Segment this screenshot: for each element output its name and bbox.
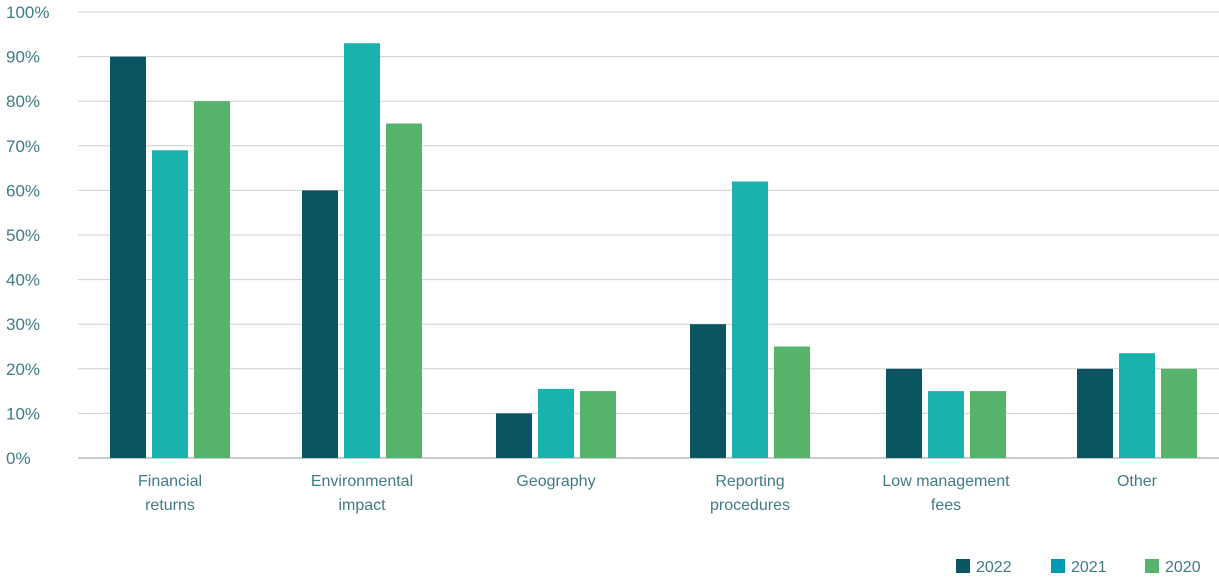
bar: [732, 181, 768, 459]
bar: [690, 324, 726, 458]
legend-item: 2022: [956, 559, 1012, 576]
x-tick-label: Geography: [516, 473, 595, 490]
x-tick-label-line: Low management: [882, 473, 1010, 490]
x-tick-label-line: impact: [338, 497, 386, 514]
x-tick-label: Other: [1117, 473, 1158, 490]
y-tick-label: 100%: [6, 3, 49, 22]
legend-swatch: [956, 559, 970, 573]
x-tick-label-line: returns: [145, 497, 195, 514]
bar: [580, 391, 616, 458]
legend-label: 2020: [1165, 559, 1201, 576]
bar: [386, 123, 422, 458]
y-tick-label: 30%: [6, 315, 40, 334]
bar: [496, 413, 532, 458]
bar-group: [302, 43, 422, 458]
y-tick-label: 50%: [6, 226, 40, 245]
legend-item: 2021: [1051, 559, 1107, 576]
y-tick-label: 40%: [6, 271, 40, 290]
y-tick-label: 20%: [6, 360, 40, 379]
x-tick-label-line: Reporting: [715, 473, 784, 490]
bar-group: [1077, 353, 1197, 458]
bar: [194, 101, 230, 458]
bar-group: [496, 388, 616, 458]
legend-label: 2021: [1071, 559, 1107, 576]
bar: [1161, 368, 1197, 458]
x-tick-label-line: procedures: [710, 497, 790, 514]
x-tick-label: Financial returns: [138, 473, 202, 514]
y-tick-label: 10%: [6, 404, 40, 423]
bar: [886, 368, 922, 458]
x-tick-label: Environmental impact: [311, 473, 413, 514]
bar: [302, 190, 338, 458]
x-tick-label: Low management fees: [882, 473, 1010, 514]
x-tick-label-line: Financial: [138, 473, 202, 490]
bar: [344, 43, 380, 458]
x-tick-label-line: Other: [1117, 473, 1158, 490]
legend-item: 2020: [1145, 559, 1201, 576]
gridlines: [78, 11, 1219, 459]
bar: [1119, 353, 1155, 458]
bar: [538, 388, 574, 458]
x-tick-label-line: Geography: [516, 473, 595, 490]
bars: [110, 43, 1197, 459]
legend-swatch: [1145, 559, 1159, 573]
y-tick-label: 0%: [6, 449, 31, 468]
bar: [970, 391, 1006, 458]
y-tick-label: 60%: [6, 181, 40, 200]
x-tick-label: Reporting procedures: [710, 473, 790, 514]
y-axis-tick-labels: 0% 10% 20% 30% 40% 50% 60% 70% 80% 90% 100%: [6, 3, 49, 468]
bar-group: [110, 56, 230, 458]
legend-swatch: [1051, 559, 1065, 573]
x-tick-label-line: Environmental: [311, 473, 413, 490]
bar: [774, 346, 810, 458]
bar: [110, 56, 146, 458]
y-tick-label: 70%: [6, 137, 40, 156]
y-tick-label: 90%: [6, 48, 40, 67]
bar: [152, 150, 188, 458]
legend-label: 2022: [976, 559, 1012, 576]
bar-group: [886, 368, 1006, 458]
bar: [928, 391, 964, 458]
legend: 2022 2021 2020: [956, 559, 1201, 576]
bar: [1077, 368, 1113, 458]
x-axis-category-labels: Financial returns Environmental impact Geogr…: [138, 473, 1158, 514]
y-tick-label: 80%: [6, 92, 40, 111]
x-tick-label-line: fees: [931, 497, 961, 514]
bar-group: [690, 181, 810, 459]
